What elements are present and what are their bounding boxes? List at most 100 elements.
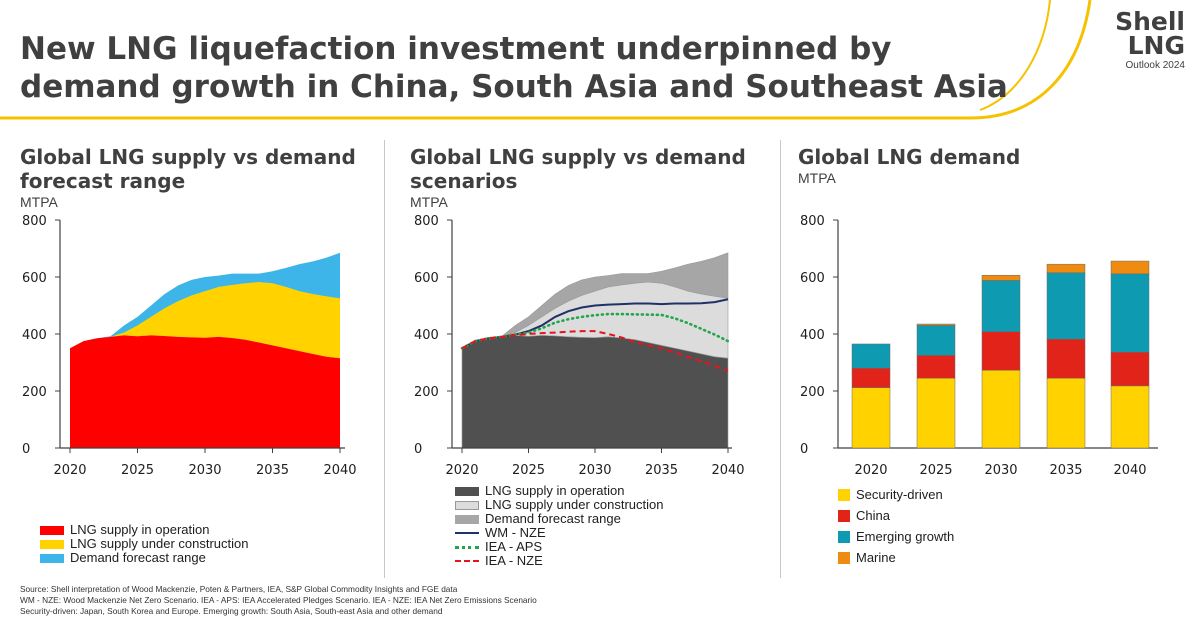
legend-item: IEA - NZE <box>455 554 663 568</box>
panel-divider <box>384 140 385 578</box>
chart3-x-tick-label: 2040 <box>1113 463 1146 478</box>
chart3-bar-marine <box>916 323 956 326</box>
chart3-bar-marine <box>981 275 1021 281</box>
legend-label: IEA - APS <box>485 539 543 554</box>
legend-swatch <box>838 551 850 564</box>
chart2-y-tick-label: 200 <box>414 385 439 400</box>
chart3-x-tick-label: 2025 <box>919 463 952 478</box>
chart3-bar-china <box>1046 338 1086 379</box>
legend-swatch <box>838 509 850 522</box>
chart1-legend: LNG supply in operation LNG supply under… <box>40 523 248 565</box>
legend-label: Security-driven <box>856 487 943 502</box>
chart1-x-tick-label: 2040 <box>323 463 356 478</box>
chart1-area-under-construction <box>70 282 340 359</box>
legend-item: Emerging growth <box>838 526 954 547</box>
legend-label: WM - NZE <box>485 525 546 540</box>
chart2-y-tick-label: 600 <box>414 271 439 286</box>
header-decoration <box>0 0 1092 120</box>
chart2-x-tick-label: 2035 <box>645 463 678 478</box>
chart3-unit: MTPA <box>798 170 836 186</box>
chart3-bar-security-driven <box>981 369 1021 449</box>
chart2-x-tick-label: 2030 <box>578 463 611 478</box>
chart1-area-in-operation <box>70 335 340 448</box>
legend-item: LNG supply under construction <box>40 537 248 551</box>
footer-source: Source: Shell interpretation of Wood Mac… <box>20 584 458 594</box>
page-title: New LNG liquefaction investment underpin… <box>20 31 1008 105</box>
legend-label: LNG supply in operation <box>485 483 625 498</box>
legend-swatch <box>838 530 850 543</box>
chart1-title: Global LNG supply vs demand forecast ran… <box>20 145 356 193</box>
legend-swatch <box>455 500 479 510</box>
chart3-bar-china <box>916 355 956 379</box>
legend-item: LNG supply in operation <box>40 523 248 537</box>
footer-notes: Source: Shell interpretation of Wood Mac… <box>20 584 1170 617</box>
chart3-bar-emerging-growth <box>981 280 1021 332</box>
legend-item: Demand forecast range <box>455 512 663 526</box>
legend-item: LNG supply under construction <box>455 498 663 512</box>
legend-item: IEA - APS <box>455 540 663 554</box>
panel-divider <box>780 140 781 578</box>
legend-label: LNG supply under construction <box>70 536 249 551</box>
chart2-line-iea-aps <box>460 312 730 350</box>
chart2-x-tick-label: 2040 <box>711 463 744 478</box>
legend-swatch <box>455 532 479 534</box>
chart3-x-tick-label: 2035 <box>1049 463 1082 478</box>
chart3-y-tick-label: 200 <box>800 385 825 400</box>
legend-item: Security-driven <box>838 484 954 505</box>
chart3-bar-china <box>1110 351 1150 387</box>
legend-item: Demand forecast range <box>40 551 248 565</box>
chart2-y-tick-label: 400 <box>414 328 439 343</box>
chart2-legend: LNG supply in operation LNG supply under… <box>455 484 663 568</box>
legend-label: Marine <box>856 550 896 565</box>
legend-label: Demand forecast range <box>70 550 206 565</box>
legend-label: LNG supply in operation <box>70 522 210 537</box>
chart3-legend: Security-driven China Emerging growth Ma… <box>838 484 954 568</box>
chart3-bar-emerging-growth <box>916 325 956 356</box>
chart3-y-tick-label: 0 <box>800 442 808 457</box>
chart2-x-tick-label: 2025 <box>512 463 545 478</box>
chart3-bar-china <box>851 367 891 388</box>
footer-definitions: Security-driven: Japan, South Korea and … <box>20 606 443 616</box>
logo-brand-line1: Shell <box>1115 7 1185 36</box>
chart3-bar-emerging-growth <box>851 343 891 369</box>
legend-item: China <box>838 505 954 526</box>
chart1-x-tick-label: 2020 <box>53 463 86 478</box>
chart3-y-tick-label: 600 <box>800 271 825 286</box>
chart3-y-tick-label: 400 <box>800 328 825 343</box>
chart3-bar-china <box>981 331 1021 371</box>
chart2-unit: MTPA <box>410 194 448 210</box>
chart1-y-tick-label: 400 <box>22 328 47 343</box>
footer-abbreviations: WM - NZE: Wood Mackenzie Net Zero Scenar… <box>20 595 537 605</box>
chart3-x-tick-label: 2020 <box>854 463 887 478</box>
chart3-bar-marine <box>1046 263 1086 273</box>
legend-swatch <box>455 545 479 549</box>
legend-swatch <box>838 488 850 501</box>
chart3-bar-emerging-growth <box>1046 272 1086 340</box>
chart1-y-tick-label: 600 <box>22 271 47 286</box>
legend-label: LNG supply under construction <box>485 497 664 512</box>
chart3-bar-marine <box>1110 260 1150 275</box>
chart3-bar-emerging-growth <box>1110 273 1150 353</box>
chart3-bar-security-driven <box>1046 377 1086 449</box>
logo-subtitle: Outlook 2024 <box>1125 60 1186 71</box>
legend-label: Demand forecast range <box>485 511 621 526</box>
brand-logo: Shell LNG <box>1115 7 1185 60</box>
legend-swatch <box>455 560 479 562</box>
legend-swatch <box>40 539 64 549</box>
legend-label: IEA - NZE <box>485 553 543 568</box>
chart3-bar-security-driven <box>851 387 891 449</box>
chart1-y-tick-label: 0 <box>22 442 30 457</box>
legend-swatch <box>40 525 64 535</box>
logo-brand-line2: LNG <box>1127 31 1185 60</box>
legend-swatch <box>455 486 479 496</box>
chart1-x-tick-label: 2030 <box>188 463 221 478</box>
chart3-bar-security-driven <box>1110 385 1150 449</box>
chart2-title: Global LNG supply vs demand scenarios <box>410 145 746 193</box>
legend-label: Emerging growth <box>856 529 955 544</box>
header-arc-line <box>0 0 1092 120</box>
chart1-x-tick-label: 2035 <box>256 463 289 478</box>
legend-item: Marine <box>838 547 954 568</box>
